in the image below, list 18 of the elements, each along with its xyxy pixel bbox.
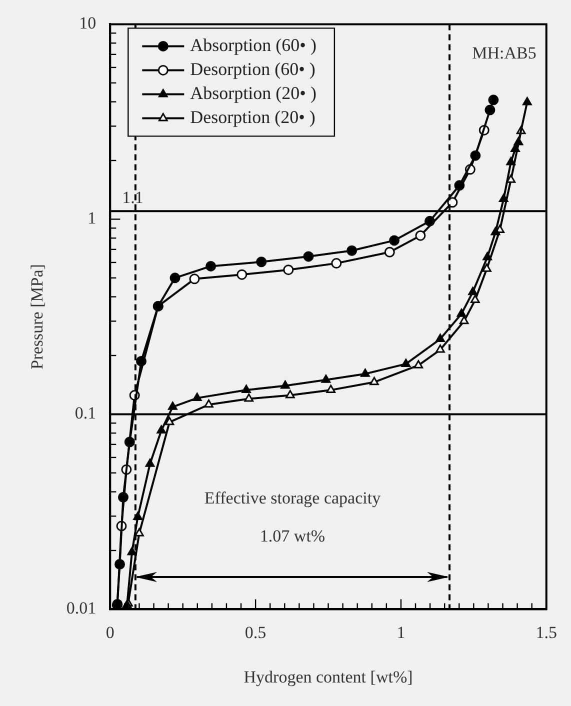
legend-label: Absorption (60• )	[190, 34, 316, 55]
x-tick-label: 1.5	[536, 622, 557, 642]
legend-label: Desorption (20• )	[190, 106, 316, 127]
y-tick-label: 10	[79, 14, 96, 33]
x-tick-label: 0	[106, 622, 114, 642]
y-tick-label: 0.1	[74, 404, 96, 423]
y-tick-label: 1	[88, 208, 96, 228]
x-axis-title: Hydrogen content [wt%]	[244, 667, 413, 686]
annotation: 1.07 wt%	[260, 526, 326, 546]
x-tick-label: 1	[396, 622, 406, 642]
legend-label: Absorption (20• )	[190, 82, 316, 103]
y-axis-title: Pressure [MPa]	[28, 264, 47, 370]
x-tick-label: 0.5	[244, 622, 266, 642]
annotation: Effective storage capacity	[204, 488, 382, 508]
legend-label: Desorption (60• )	[190, 58, 316, 79]
annotation: MH:AB5	[472, 44, 536, 63]
y-tick-label: 0.01	[66, 598, 96, 618]
ref-line-label: 1.1	[122, 188, 144, 208]
